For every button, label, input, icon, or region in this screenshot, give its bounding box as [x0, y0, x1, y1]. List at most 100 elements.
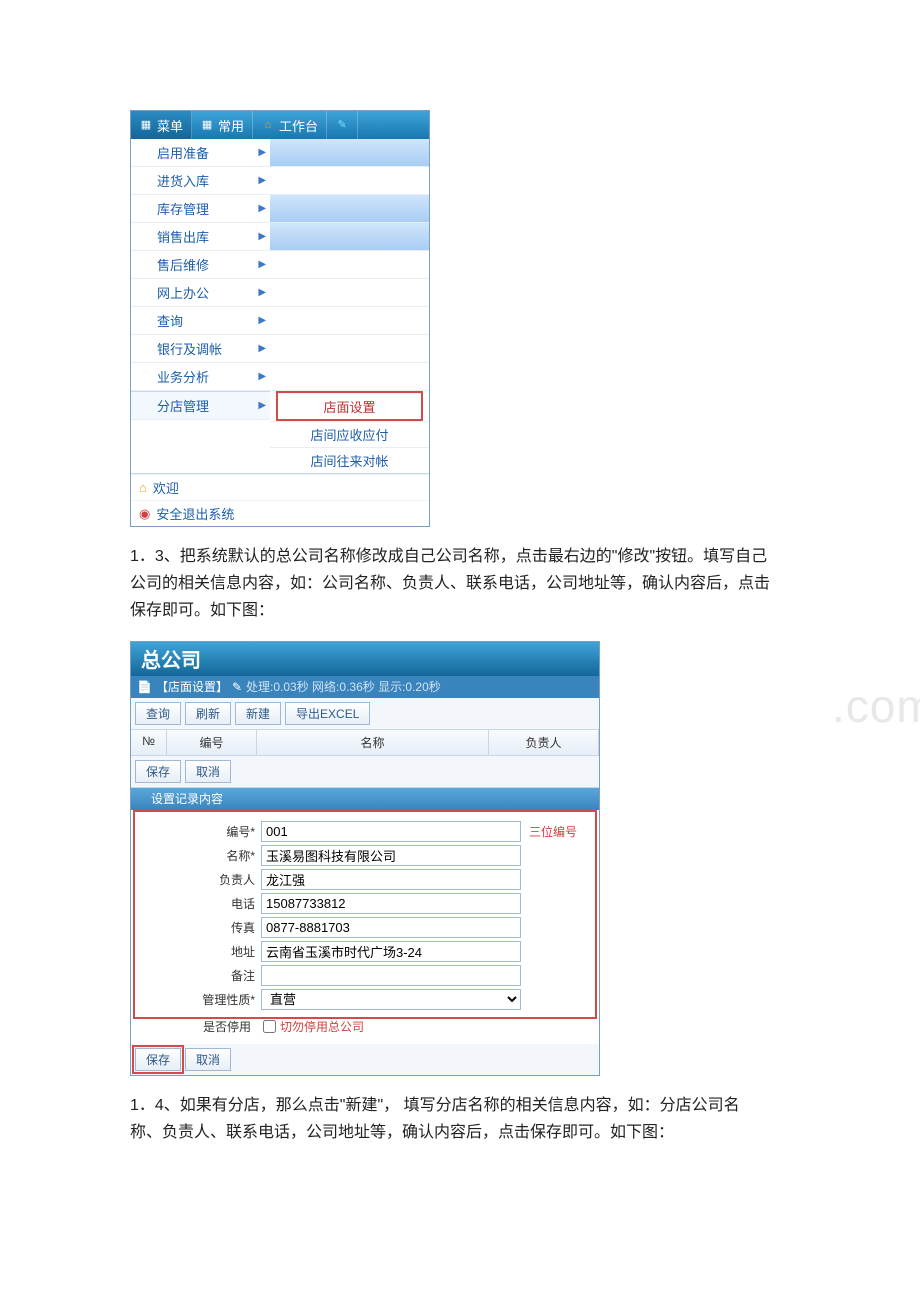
save-button[interactable]: 保存 — [135, 760, 181, 783]
submenu-highlight-box: 店面设置 — [276, 391, 423, 421]
topbar: ▦菜单 ▦ 常用 ⌂工作台 ✎ — [131, 111, 429, 139]
col-name: 名称 — [257, 730, 489, 755]
menu-label: 进货入库 — [157, 171, 209, 190]
menu-item[interactable]: 查询▶ — [131, 307, 270, 335]
menu-label: 查询 — [157, 311, 183, 330]
exit-icon: ◉ — [139, 506, 150, 522]
cancel-button[interactable]: 取消 — [185, 1048, 231, 1071]
para-1-3: 1．3、把系统默认的总公司名称修改成自己公司名称，点击最右边的"修改"按钮。填写… — [130, 543, 770, 625]
label-note: 备注 — [141, 967, 261, 984]
blank-row — [270, 279, 429, 307]
menu-item[interactable]: 售后维修▶ — [131, 251, 270, 279]
owner-field[interactable] — [261, 869, 521, 890]
label-stop: 是否停用 — [137, 1018, 257, 1035]
chevron-right-icon: ▶ — [258, 343, 266, 354]
menu-label: 业务分析 — [157, 367, 209, 386]
chevron-right-icon: ▶ — [258, 175, 266, 186]
menu-item[interactable]: 销售出库 ▶ — [131, 223, 270, 251]
label-addr: 地址 — [141, 943, 261, 960]
tab-edit[interactable]: ✎ — [327, 111, 358, 139]
submenu-inter-store-arap[interactable]: 店间应收应付 — [270, 421, 429, 447]
blue-stub — [270, 139, 429, 167]
blank-row — [270, 167, 429, 195]
submenu-inter-store-recon[interactable]: 店间往来对帐 — [270, 447, 429, 473]
blank-row — [270, 307, 429, 335]
para-1-4: 1．4、如果有分店，那么点击"新建"， 填写分店名称的相关信息内容，如：分店公司… — [130, 1092, 770, 1146]
bottombar: ⌂ 欢迎 ◉ 安全退出系统 — [131, 473, 429, 526]
label-code: 编号* — [141, 823, 261, 840]
save-button[interactable]: 保存 — [135, 1048, 181, 1071]
export-excel-button[interactable]: 导出EXCEL — [285, 702, 370, 725]
timing-stats: 处理:0.03秒 网络:0.36秒 显示:0.20秒 — [246, 678, 441, 695]
fax-field[interactable] — [261, 917, 521, 938]
tab-workbench[interactable]: ⌂工作台 — [253, 111, 327, 139]
blank-row — [270, 363, 429, 391]
menu-item[interactable]: 业务分析 ▶ — [131, 363, 270, 391]
menu-item[interactable]: 网上办公▶ — [131, 279, 270, 307]
page-icon: 📄 — [137, 680, 152, 694]
grid-header: № 编号 名称 负责人 — [131, 730, 599, 756]
edit-icon: ✎ — [232, 680, 242, 694]
name-field[interactable] — [261, 845, 521, 866]
chevron-right-icon: ▶ — [258, 147, 266, 158]
addr-field[interactable] — [261, 941, 521, 962]
tab-common[interactable]: ▦ 常用 — [192, 111, 253, 139]
logout-label: 安全退出系统 — [156, 504, 234, 523]
logout-row[interactable]: ◉ 安全退出系统 — [131, 500, 429, 526]
cancel-button[interactable]: 取消 — [185, 760, 231, 783]
chevron-right-icon: ▶ — [258, 400, 266, 411]
section-title: 设置记录内容 — [131, 788, 599, 810]
menu-label: 银行及调帐 — [157, 339, 222, 358]
menu-label: 库存管理 — [157, 199, 209, 218]
page-title: 总公司 — [131, 642, 599, 676]
menu-label: 分店管理 — [157, 396, 209, 415]
col-owner: 负责人 — [489, 730, 599, 755]
form-screenshot: 总公司 📄 【店面设置】 ✎ 处理:0.03秒 网络:0.36秒 显示:0.20… — [130, 641, 600, 1076]
tab-label: 常用 — [218, 116, 244, 135]
toolbar-save-cancel: 保存 取消 — [131, 756, 599, 788]
label-phone: 电话 — [141, 895, 261, 912]
chevron-right-icon: ▶ — [258, 203, 266, 214]
form-area: 编号* 三位编号 名称* 负责人 电话 — [131, 810, 599, 1044]
stop-tip: 切勿停用总公司 — [280, 1018, 364, 1035]
col-code: 编号 — [167, 730, 257, 755]
home-icon: ⌂ — [261, 118, 275, 132]
breadcrumb: 📄 【店面设置】 ✎ 处理:0.03秒 网络:0.36秒 显示:0.20秒 — [131, 676, 599, 698]
menu-item[interactable]: 启用准备 ▶ — [131, 139, 270, 167]
menu-item-branch-mgmt[interactable]: 分店管理 ▶ — [131, 392, 270, 420]
phone-field[interactable] — [261, 893, 521, 914]
menu-screenshot: ▦菜单 ▦ 常用 ⌂工作台 ✎ 启用准备 ▶ 进货入库 ▶ 库存管理 ▶ 销售出库 ▶ 售… — [130, 110, 430, 527]
blue-stub — [270, 195, 429, 223]
welcome-label: 欢迎 — [153, 478, 179, 497]
submenu-store-setting[interactable]: 店面设置 — [278, 393, 421, 419]
welcome-row[interactable]: ⌂ 欢迎 — [131, 474, 429, 500]
chevron-right-icon: ▶ — [258, 287, 266, 298]
refresh-button[interactable]: 刷新 — [185, 702, 231, 725]
note-field[interactable] — [261, 965, 521, 986]
grid-icon: ▦ — [139, 118, 153, 132]
tab-menu[interactable]: ▦菜单 — [131, 111, 192, 139]
label-owner: 负责人 — [141, 871, 261, 888]
home-icon: ⌂ — [139, 480, 147, 495]
col-no: № — [131, 730, 167, 755]
blue-stub — [270, 223, 429, 251]
menu-label: 销售出库 — [157, 227, 209, 246]
crumb-label: 【店面设置】 — [156, 678, 228, 695]
menu-item[interactable]: 银行及调帐 ▶ — [131, 335, 270, 363]
chevron-right-icon: ▶ — [258, 231, 266, 242]
label-name: 名称* — [141, 847, 261, 864]
watermark: .com.cn — [832, 679, 920, 733]
chevron-right-icon: ▶ — [258, 371, 266, 382]
menu-item[interactable]: 进货入库 ▶ — [131, 167, 270, 195]
grid-icon: ▦ — [200, 118, 214, 132]
query-button[interactable]: 查询 — [135, 702, 181, 725]
type-select[interactable]: 直营 — [261, 989, 521, 1010]
new-button[interactable]: 新建 — [235, 702, 281, 725]
menu-label: 启用准备 — [157, 143, 209, 162]
label-fax: 传真 — [141, 919, 261, 936]
left-menu: 启用准备▶ 进货入库▶ 库存管理▶ 销售出库▶ 售后维修▶ 网上办公▶ 查询▶ … — [131, 139, 270, 473]
menu-item[interactable]: 库存管理 ▶ — [131, 195, 270, 223]
chevron-right-icon: ▶ — [258, 259, 266, 270]
code-field[interactable] — [261, 821, 521, 842]
stop-checkbox[interactable] — [263, 1020, 276, 1033]
